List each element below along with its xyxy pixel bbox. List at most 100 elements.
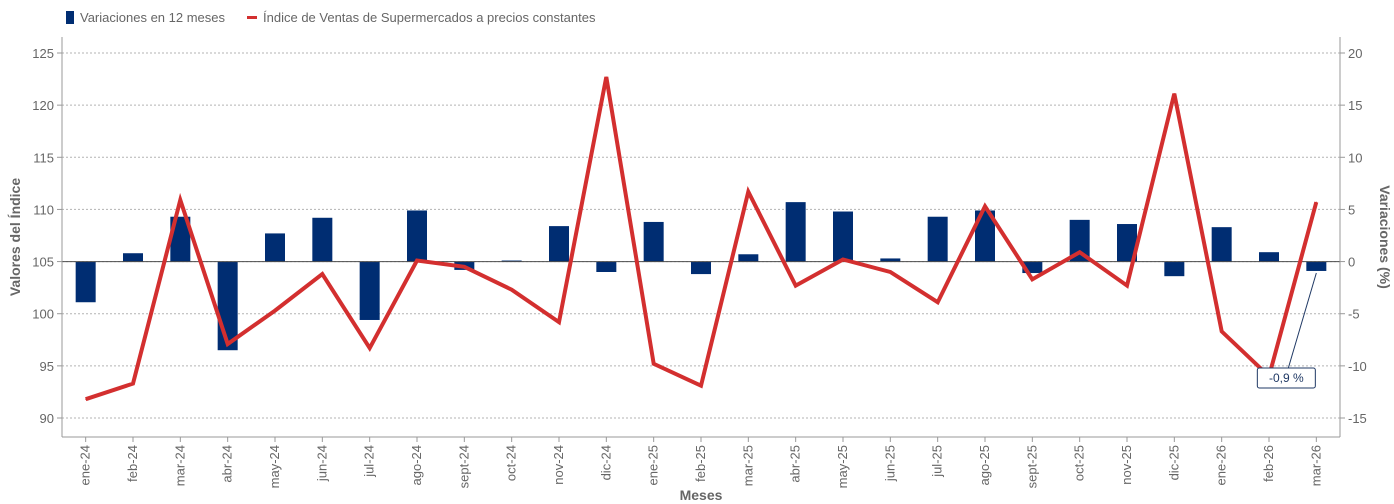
bar: [312, 217, 333, 262]
line-point: [1126, 285, 1128, 287]
legend-label-bars: Variaciones en 12 meses: [80, 9, 226, 25]
bar: [1164, 261, 1185, 277]
line-point: [605, 76, 607, 78]
line-point: [937, 301, 939, 303]
x-tick-label: ene-24: [78, 445, 93, 485]
y-left-tick-label: 110: [33, 202, 54, 217]
x-tick-label: feb-24: [125, 445, 140, 482]
x-tick-label: may-24: [267, 445, 282, 488]
legend-item-line[interactable]: Índice de Ventas de Supermercados a prec…: [247, 10, 595, 25]
callout-leader: [1287, 272, 1317, 369]
bar: [265, 233, 285, 262]
line-point: [179, 199, 181, 201]
line-point: [321, 273, 323, 275]
bar: [880, 258, 901, 262]
line-point: [747, 191, 749, 193]
x-tick-label: oct-24: [504, 445, 519, 481]
y-left-tick-label: 115: [33, 150, 54, 165]
axes: 90 95 100 105 110 115 120 125 -15 -10 -5 0 5 10 15 20 en…: [32, 37, 1367, 488]
line-point: [1031, 278, 1033, 280]
bar: [643, 221, 664, 262]
y-right-tick-label: 5: [1348, 202, 1355, 217]
bar: [833, 211, 853, 262]
bar: [1259, 252, 1279, 262]
gridlines: [62, 52, 1340, 419]
x-tick-label: jul-25: [930, 445, 945, 478]
x-tick-label: ene-26: [1214, 445, 1229, 485]
legend-swatch-line: [247, 15, 258, 19]
y-left-tick-label: 105: [32, 255, 54, 270]
y-left-tick-label: 90: [40, 411, 54, 426]
legend: Variaciones en 12 meses Índice de Ventas…: [66, 8, 617, 26]
line-point: [889, 271, 891, 273]
y-right-tick-label: 10: [1348, 150, 1362, 165]
y-left-tick-label: 100: [32, 307, 54, 322]
x-tick-label: jul-24: [362, 445, 377, 478]
x-tick-label: ago-25: [977, 445, 992, 485]
y-right-tick-label: 15: [1348, 98, 1362, 113]
y-axis-right-title: Variaciones (%): [1377, 185, 1393, 289]
x-tick-label: abr-24: [220, 445, 235, 483]
bar: [1022, 261, 1043, 274]
line-point: [132, 383, 134, 385]
bar: [596, 261, 617, 272]
line-point: [700, 385, 702, 387]
x-tick-label: nov-25: [1119, 445, 1134, 485]
legend-swatch-bars: [66, 10, 74, 24]
line-point: [511, 289, 513, 291]
line-point: [1173, 93, 1175, 95]
x-tick-label: abr-25: [788, 445, 803, 483]
y-left-tick-label: 125: [32, 46, 54, 61]
y-left-tick-label: 120: [32, 98, 54, 113]
bar: [975, 210, 995, 262]
callout-box: [1256, 367, 1316, 389]
x-tick-label: feb-26: [1261, 445, 1276, 482]
y-right-tick-label: -5: [1348, 307, 1360, 322]
line-point: [463, 266, 465, 268]
y-right-tick-label: -10: [1348, 359, 1367, 374]
bar: [75, 261, 96, 303]
x-tick-label: nov-24: [551, 445, 566, 485]
x-tick-label: ago-24: [409, 445, 424, 485]
line-point: [1221, 330, 1223, 332]
line-point: [795, 285, 797, 287]
line-point: [984, 205, 986, 207]
bar: [1211, 227, 1232, 262]
bar: [1069, 219, 1090, 262]
bar: [927, 216, 948, 262]
callout-label: -0,9 %: [1269, 371, 1304, 385]
bar: [170, 216, 191, 262]
x-tick-label: mar-26: [1308, 445, 1323, 486]
y-right-tick-label: 0: [1348, 255, 1355, 270]
y-right-tick-label: 20: [1348, 46, 1362, 61]
bar: [501, 260, 522, 262]
x-tick-label: dic-25: [1166, 445, 1181, 480]
x-tick-label: jun-25: [882, 445, 897, 482]
line-point: [558, 321, 560, 323]
legend-label-line: Índice de Ventas de Supermercados a prec…: [263, 9, 596, 25]
y-right-tick-label: -15: [1348, 411, 1367, 426]
bar-series: [75, 202, 1327, 351]
x-tick-label: sept-24: [456, 445, 471, 488]
line-point: [274, 310, 276, 312]
line-point: [416, 260, 418, 262]
bar: [785, 202, 806, 262]
line-point: [1079, 251, 1081, 253]
annotation-callout: -0,9 %: [1256, 272, 1317, 389]
y-left-tick-label: 95: [40, 359, 54, 374]
line-point: [369, 347, 371, 349]
line-point: [842, 258, 844, 260]
x-tick-label: feb-25: [693, 445, 708, 482]
bar: [1306, 261, 1327, 271]
bar: [407, 210, 427, 262]
bar: [123, 253, 143, 262]
legend-item-bars[interactable]: Variaciones en 12 meses: [66, 10, 225, 25]
bar: [738, 254, 759, 262]
x-tick-label: jun-24: [314, 445, 329, 482]
x-tick-label: may-25: [835, 445, 850, 488]
y-axis-left-title: Valores del Índice: [7, 178, 23, 296]
bar: [691, 261, 711, 275]
line-point: [653, 363, 655, 365]
bar: [549, 226, 569, 262]
